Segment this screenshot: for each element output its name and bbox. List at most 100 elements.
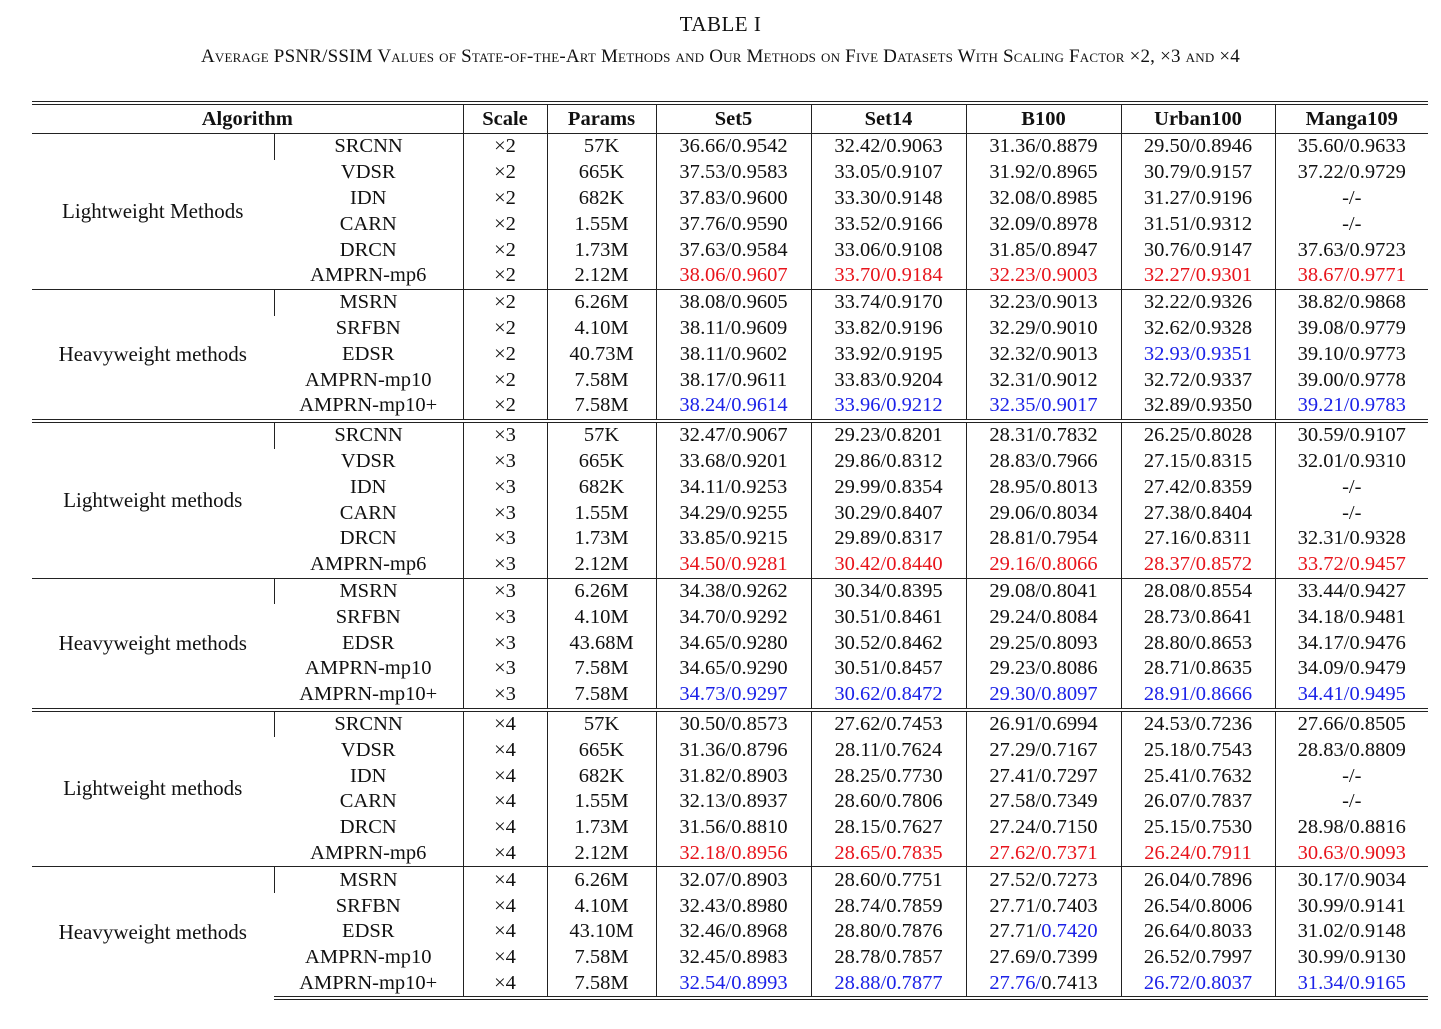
scale-cell: ×4	[462, 840, 548, 867]
psnr-ssim-value: -/-	[1342, 764, 1362, 787]
score-set14: 33.06/0.9108	[810, 237, 967, 263]
score-set14: 29.89/0.8317	[810, 525, 967, 552]
params-cell: 7.58M	[546, 367, 657, 393]
psnr-ssim-value: 28.31/0.7832	[989, 424, 1098, 447]
psnr-ssim-value: 27.16/0.8311	[1144, 527, 1252, 550]
score-urban100: 26.04/0.7896	[1120, 866, 1276, 894]
params-cell: 7.58M	[546, 681, 657, 710]
params-cell: 1.55M	[546, 211, 657, 238]
method-name: VDSR	[340, 161, 396, 184]
score-urban100: 26.07/0.7837	[1120, 788, 1276, 815]
score-set14: 33.82/0.9196	[810, 315, 967, 342]
psnr-ssim-value: 32.45/0.8983	[679, 946, 788, 969]
psnr-ssim-value: 28.08/0.8554	[1143, 579, 1253, 602]
header-params: Params	[546, 103, 657, 134]
score-b100: 27.58/0.7349	[965, 788, 1122, 815]
score-set14: 28.60/0.7806	[810, 788, 967, 815]
psnr-ssim-value: 38.11/0.9609	[679, 316, 788, 339]
table-header: Algorithm Scale Params Set5 Set14 B100 U…	[32, 103, 1429, 134]
score-b100: 28.81/0.7954	[965, 525, 1122, 552]
score-set14: 29.23/0.8201	[810, 418, 967, 449]
params-cell: 2.12M	[546, 262, 657, 290]
psnr-ssim-value: 27.71/0.7403	[989, 894, 1098, 917]
score-urban100: 26.54/0.8006	[1120, 893, 1276, 919]
scale-cell: ×2	[462, 262, 548, 290]
score-urban100: 26.25/0.8028	[1120, 418, 1276, 449]
score-set5: 31.36/0.8796	[655, 737, 812, 764]
psnr-ssim-value: 29.24/0.8084	[989, 605, 1098, 628]
score-urban100: 28.37/0.8572	[1120, 551, 1276, 579]
score-set5: 32.46/0.8968	[655, 918, 812, 945]
psnr-ssim-value: 28.74/0.7859	[834, 894, 943, 917]
psnr-ssim-value: 32.54/0.8993	[679, 971, 788, 994]
score-set5: 34.11/0.9253	[655, 474, 812, 501]
psnr-ssim-value: 36.66/0.9542	[679, 135, 788, 158]
table-row: Lightweight Methods SRCNN ×2 57K 36.66/0.954…	[32, 132, 1429, 290]
psnr-ssim-value: 33.85/0.9215	[679, 527, 788, 550]
table-row: AMPRN-mp10 ×4 7.58M 32.45/0.8983 28.78/0.785…	[32, 944, 1429, 971]
method-name: VDSR	[340, 449, 396, 472]
method-category: Heavyweight methods	[32, 866, 274, 999]
psnr-ssim-value: 31.36/0.8879	[989, 135, 1098, 158]
table-number: TABLE I	[679, 12, 762, 36]
psnr-ssim-value: 38.24/0.9614	[679, 394, 788, 417]
method-category: Heavyweight methods	[32, 577, 274, 710]
method-name: AMPRN-mp6	[310, 264, 427, 287]
score-urban100: 28.08/0.8554	[1120, 577, 1276, 605]
method-name: IDN	[350, 186, 387, 209]
psnr-ssim-value: 37.63/0.9584	[679, 238, 788, 261]
params-cell: 57K	[546, 418, 657, 449]
score-manga109: 34.09/0.9479	[1274, 655, 1429, 682]
score-set14: 33.74/0.9170	[810, 288, 967, 316]
params-cell: 7.58M	[546, 944, 657, 971]
psnr-ssim-value: 28.80/0.7876	[834, 920, 943, 943]
psnr-ssim-value: 32.72/0.9337	[1143, 368, 1253, 391]
method-name: AMPRN-mp10	[305, 368, 432, 391]
score-manga109: 30.63/0.9093	[1274, 840, 1429, 867]
psnr-ssim-value: 34.65/0.9290	[679, 657, 788, 680]
psnr-ssim-value: 34.11/0.9253	[679, 475, 788, 498]
score-manga109: -/-	[1274, 500, 1429, 526]
psnr-ssim-value: 34.09/0.9479	[1297, 657, 1406, 680]
score-urban100: 28.91/0.8666	[1120, 681, 1276, 710]
psnr-ssim-value: 32.23/0.9013	[989, 291, 1098, 314]
method-name: CARN	[339, 790, 397, 813]
psnr-ssim-value: 30.51/0.8457	[834, 657, 943, 680]
params-cell: 1.73M	[546, 814, 657, 841]
table-row: VDSR ×2 665K 37.53/0.9583 33.05/0.9107 31.92/…	[32, 159, 1429, 186]
table-row: AMPRN-mp6 ×2 2.12M 38.06/0.9607 33.70/0.9184…	[32, 262, 1429, 290]
psnr-ssim-value: 27.42/0.8359	[1143, 475, 1253, 498]
score-set14: 33.83/0.9204	[810, 367, 967, 393]
table-row: AMPRN-mp10 ×3 7.58M 34.65/0.9290 30.51/0.845…	[32, 655, 1429, 682]
score-set14: 33.52/0.9166	[810, 211, 967, 238]
psnr-ssim-value: 39.00/0.9778	[1297, 368, 1406, 391]
psnr-ssim-value: 32.13/0.8937	[679, 790, 788, 813]
params-cell: 40.73M	[546, 341, 657, 368]
table-row: AMPRN-mp10+ ×4 7.58M 32.54/0.8993 28.88/0.78…	[32, 970, 1429, 1001]
psnr-ssim-value: 30.51/0.8461	[834, 605, 943, 628]
score-urban100: 27.16/0.8311	[1120, 525, 1276, 552]
psnr-ssim-value: 28.91/0.8666	[1143, 683, 1253, 706]
psnr-ssim-value: 34.70/0.9292	[679, 605, 788, 628]
score-b100: 32.32/0.9013	[965, 341, 1122, 368]
params-cell: 1.55M	[546, 788, 657, 815]
psnr-ssim-value: 26.52/0.7997	[1143, 946, 1253, 969]
score-manga109: 34.18/0.9481	[1274, 604, 1429, 631]
score-urban100: 25.15/0.7530	[1120, 814, 1276, 841]
psnr-ssim-value: 28.60/0.7806	[834, 790, 943, 813]
scale-cell: ×4	[462, 866, 548, 894]
psnr-ssim-value: 33.92/0.9195	[834, 342, 943, 365]
score-set5: 34.65/0.9280	[655, 630, 812, 656]
score-b100: 31.85/0.8947	[965, 237, 1122, 263]
score-urban100: 31.27/0.9196	[1120, 185, 1276, 212]
score-set5: 38.17/0.9611	[655, 367, 812, 393]
psnr-ssim-value: 37.22/0.9729	[1297, 161, 1406, 184]
score-set14: 30.29/0.8407	[810, 500, 967, 526]
psnr-ssim-value: 25.15/0.7530	[1143, 816, 1253, 839]
method-name: SRFBN	[335, 894, 401, 917]
psnr-ssim-value: 38.06/0.9607	[679, 264, 788, 287]
method-name: DRCN	[339, 816, 397, 839]
scale-cell: ×4	[462, 918, 548, 945]
score-b100: 27.29/0.7167	[965, 737, 1122, 764]
score-b100: 28.95/0.8013	[965, 474, 1122, 501]
